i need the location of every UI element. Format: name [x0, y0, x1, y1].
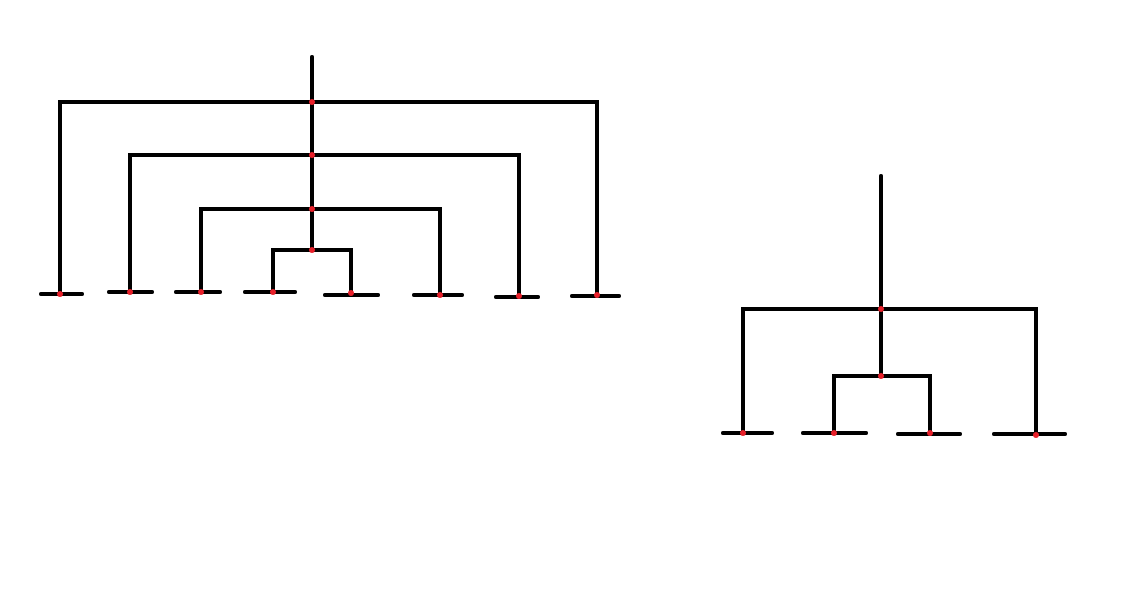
internal-node — [309, 152, 315, 158]
leaf-node — [831, 430, 837, 436]
tree-large — [39, 55, 621, 299]
leaf-node — [594, 292, 600, 298]
leaf-node — [348, 290, 354, 296]
internal-node — [309, 247, 315, 253]
bracket-level-1 — [58, 100, 599, 298]
leaf-node — [1033, 432, 1039, 438]
leaf-node — [437, 292, 443, 298]
bracket-level-2 — [128, 153, 521, 298]
leaf-node — [927, 430, 933, 436]
bracket-level-1 — [741, 307, 1038, 437]
internal-node — [309, 99, 315, 105]
leaf-node — [740, 430, 746, 436]
tree-small — [721, 174, 1067, 438]
internal-node — [309, 206, 315, 212]
internal-node — [878, 373, 884, 379]
bracket-level-3 — [199, 207, 442, 297]
leaf-node — [198, 289, 204, 295]
internal-node — [878, 306, 884, 312]
leaf-node — [270, 289, 276, 295]
leaf-node — [57, 291, 63, 297]
leaf-node — [516, 293, 522, 299]
leaf-node — [127, 289, 133, 295]
